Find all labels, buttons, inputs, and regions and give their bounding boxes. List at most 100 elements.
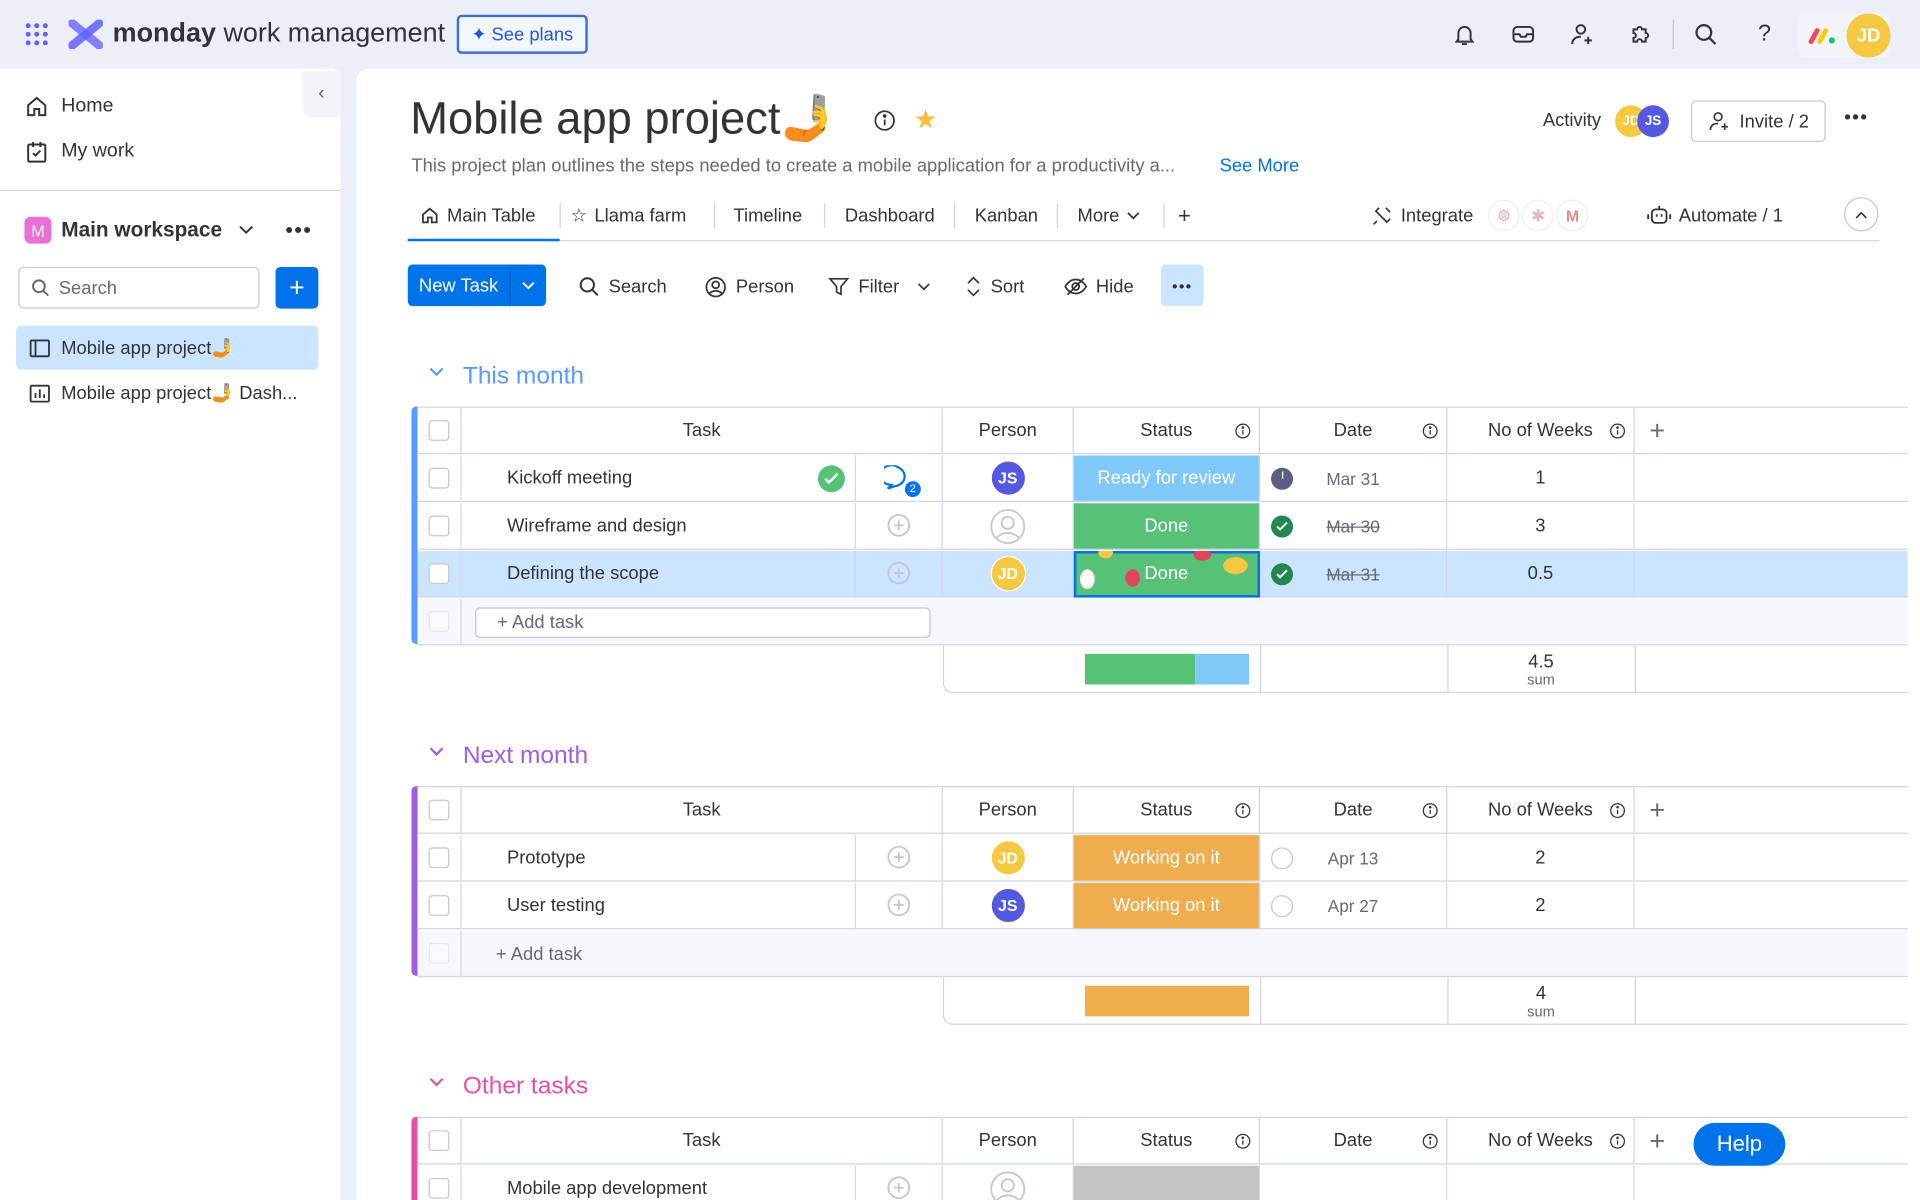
weeks-value[interactable]: 3 xyxy=(1535,515,1546,537)
task-name-cell[interactable]: Defining the scope xyxy=(461,551,856,598)
info-icon[interactable] xyxy=(1234,422,1251,439)
weeks-value[interactable]: 0.5 xyxy=(1527,563,1554,585)
workspace-selector[interactable]: M Main workspace xyxy=(24,216,254,244)
person-cell[interactable] xyxy=(942,1165,1074,1200)
filter-button[interactable]: Filter xyxy=(828,269,931,303)
status-cell[interactable] xyxy=(1073,1165,1261,1200)
date-cell[interactable]: Mar 30 xyxy=(1260,503,1448,550)
chevron-down-icon[interactable] xyxy=(429,747,445,757)
task-name[interactable]: Prototype xyxy=(506,847,586,869)
chevron-down-icon[interactable] xyxy=(511,281,547,290)
row-checkbox[interactable] xyxy=(428,895,450,916)
weeks-value[interactable]: 1 xyxy=(1535,467,1546,489)
status-summary-bar[interactable] xyxy=(1084,653,1249,685)
status-label[interactable]: Working on it xyxy=(1112,847,1220,869)
person-avatar[interactable]: JS xyxy=(990,887,1026,924)
activity-link[interactable]: Activity xyxy=(1542,110,1602,132)
sidebar-item-home[interactable]: Home xyxy=(24,92,113,121)
row-checkbox-cell[interactable] xyxy=(417,882,462,930)
info-icon[interactable] xyxy=(873,109,896,132)
task-name-cell[interactable]: Wireframe and design xyxy=(461,503,856,550)
task-name-cell[interactable]: Prototype xyxy=(461,835,856,882)
select-all-checkbox[interactable] xyxy=(428,420,450,441)
weeks-cell[interactable]: 1 xyxy=(1447,455,1635,503)
info-icon[interactable] xyxy=(1609,1133,1626,1150)
weeks-cell[interactable]: 2 xyxy=(1447,835,1635,882)
automate-button[interactable]: Automate / 1 xyxy=(1647,201,1783,230)
row-checkbox[interactable] xyxy=(428,515,450,537)
updates-cell[interactable] xyxy=(855,1165,943,1200)
add-task-input[interactable]: + Add task xyxy=(475,607,931,638)
info-icon[interactable] xyxy=(1609,802,1626,819)
tab-more[interactable]: More xyxy=(1078,201,1141,230)
tab-dashboard[interactable]: Dashboard xyxy=(845,201,935,230)
date-value[interactable]: Mar 31 xyxy=(1326,468,1380,488)
date-cell[interactable]: Mar 31 xyxy=(1260,551,1448,598)
task-name[interactable]: User testing xyxy=(506,895,605,916)
date-cell[interactable]: Mar 31 xyxy=(1260,455,1448,503)
updates-bubble-icon[interactable]: 2 xyxy=(884,464,921,497)
person-cell[interactable]: JS xyxy=(942,455,1074,503)
task-name-cell[interactable]: User testing xyxy=(461,882,856,930)
chevron-down-icon[interactable] xyxy=(429,1077,445,1088)
help-icon[interactable]: ? xyxy=(1758,20,1771,47)
row-checkbox-cell[interactable] xyxy=(417,835,462,882)
updates-cell[interactable]: 2 xyxy=(855,455,943,503)
status-label[interactable]: Ready for review xyxy=(1097,467,1236,489)
apps-grid-icon[interactable] xyxy=(24,22,48,46)
header-checkbox-cell[interactable] xyxy=(417,787,462,834)
date-cell[interactable]: Apr 13 xyxy=(1260,835,1448,882)
header-checkbox-cell[interactable] xyxy=(417,1117,462,1165)
header-checkbox-cell[interactable] xyxy=(417,407,462,455)
info-icon[interactable] xyxy=(1234,802,1251,819)
tab-kanban[interactable]: Kanban xyxy=(975,201,1038,230)
sort-button[interactable]: Sort xyxy=(965,269,1024,303)
person-avatar[interactable]: JS xyxy=(990,460,1026,496)
invite-user-icon[interactable] xyxy=(1567,20,1596,49)
new-task-button[interactable]: New Task xyxy=(407,264,547,307)
person-filter-button[interactable]: Person xyxy=(704,269,794,303)
weeks-cell[interactable]: 3 xyxy=(1447,503,1635,550)
weeks-value[interactable]: 2 xyxy=(1535,895,1546,916)
status-label[interactable]: Done xyxy=(1144,563,1189,585)
task-name-cell[interactable]: Mobile app development xyxy=(461,1165,856,1200)
row-checkbox-cell[interactable] xyxy=(417,455,462,503)
person-cell[interactable]: JD xyxy=(942,835,1074,882)
status-summary-bar[interactable] xyxy=(1084,985,1249,1017)
updates-cell[interactable] xyxy=(855,882,943,930)
updates-cell[interactable] xyxy=(855,551,943,598)
workspace-more-icon[interactable]: ••• xyxy=(285,217,313,243)
add-update-icon[interactable] xyxy=(885,892,912,919)
weeks-value[interactable]: 2 xyxy=(1535,847,1546,869)
date-value[interactable]: Apr 13 xyxy=(1327,847,1379,868)
row-checkbox-cell[interactable] xyxy=(417,1165,462,1200)
date-cell[interactable]: Apr 27 xyxy=(1260,882,1448,930)
task-name[interactable]: Kickoff meeting xyxy=(506,467,633,489)
task-name-cell[interactable]: Kickoff meeting xyxy=(461,455,856,503)
task-name[interactable]: Wireframe and design xyxy=(506,515,687,537)
hide-button[interactable]: Hide xyxy=(1064,269,1134,303)
updates-cell[interactable] xyxy=(855,835,943,882)
search-icon[interactable] xyxy=(1691,20,1720,49)
weeks-cell[interactable]: 2 xyxy=(1447,882,1635,930)
weeks-cell[interactable]: 0.5 xyxy=(1447,551,1635,598)
person-cell[interactable]: JD xyxy=(942,551,1074,598)
info-icon[interactable] xyxy=(1234,1133,1251,1150)
weeks-cell[interactable] xyxy=(1447,1165,1635,1200)
row-checkbox[interactable] xyxy=(428,467,450,489)
integrate-button[interactable]: Integrate ⊚ ✱ M xyxy=(1371,199,1589,232)
add-update-icon[interactable] xyxy=(885,1175,912,1200)
add-task-input[interactable]: + Add task xyxy=(495,944,583,965)
status-cell[interactable]: Working on it xyxy=(1073,882,1261,930)
group-title[interactable]: Other tasks xyxy=(462,1072,589,1100)
user-avatar[interactable]: JD xyxy=(1846,13,1891,58)
row-checkbox[interactable] xyxy=(428,1177,450,1199)
activity-avatar[interactable]: JS xyxy=(1637,105,1669,138)
invite-button[interactable]: Invite / 2 xyxy=(1691,100,1826,143)
task-name[interactable]: Defining the scope xyxy=(506,563,660,585)
collapse-header-button[interactable] xyxy=(1844,197,1879,232)
empty-person-icon[interactable] xyxy=(989,1170,1026,1200)
see-more-link[interactable]: See More xyxy=(1219,155,1300,177)
add-update-icon[interactable] xyxy=(885,560,912,587)
row-checkbox[interactable] xyxy=(428,563,450,585)
